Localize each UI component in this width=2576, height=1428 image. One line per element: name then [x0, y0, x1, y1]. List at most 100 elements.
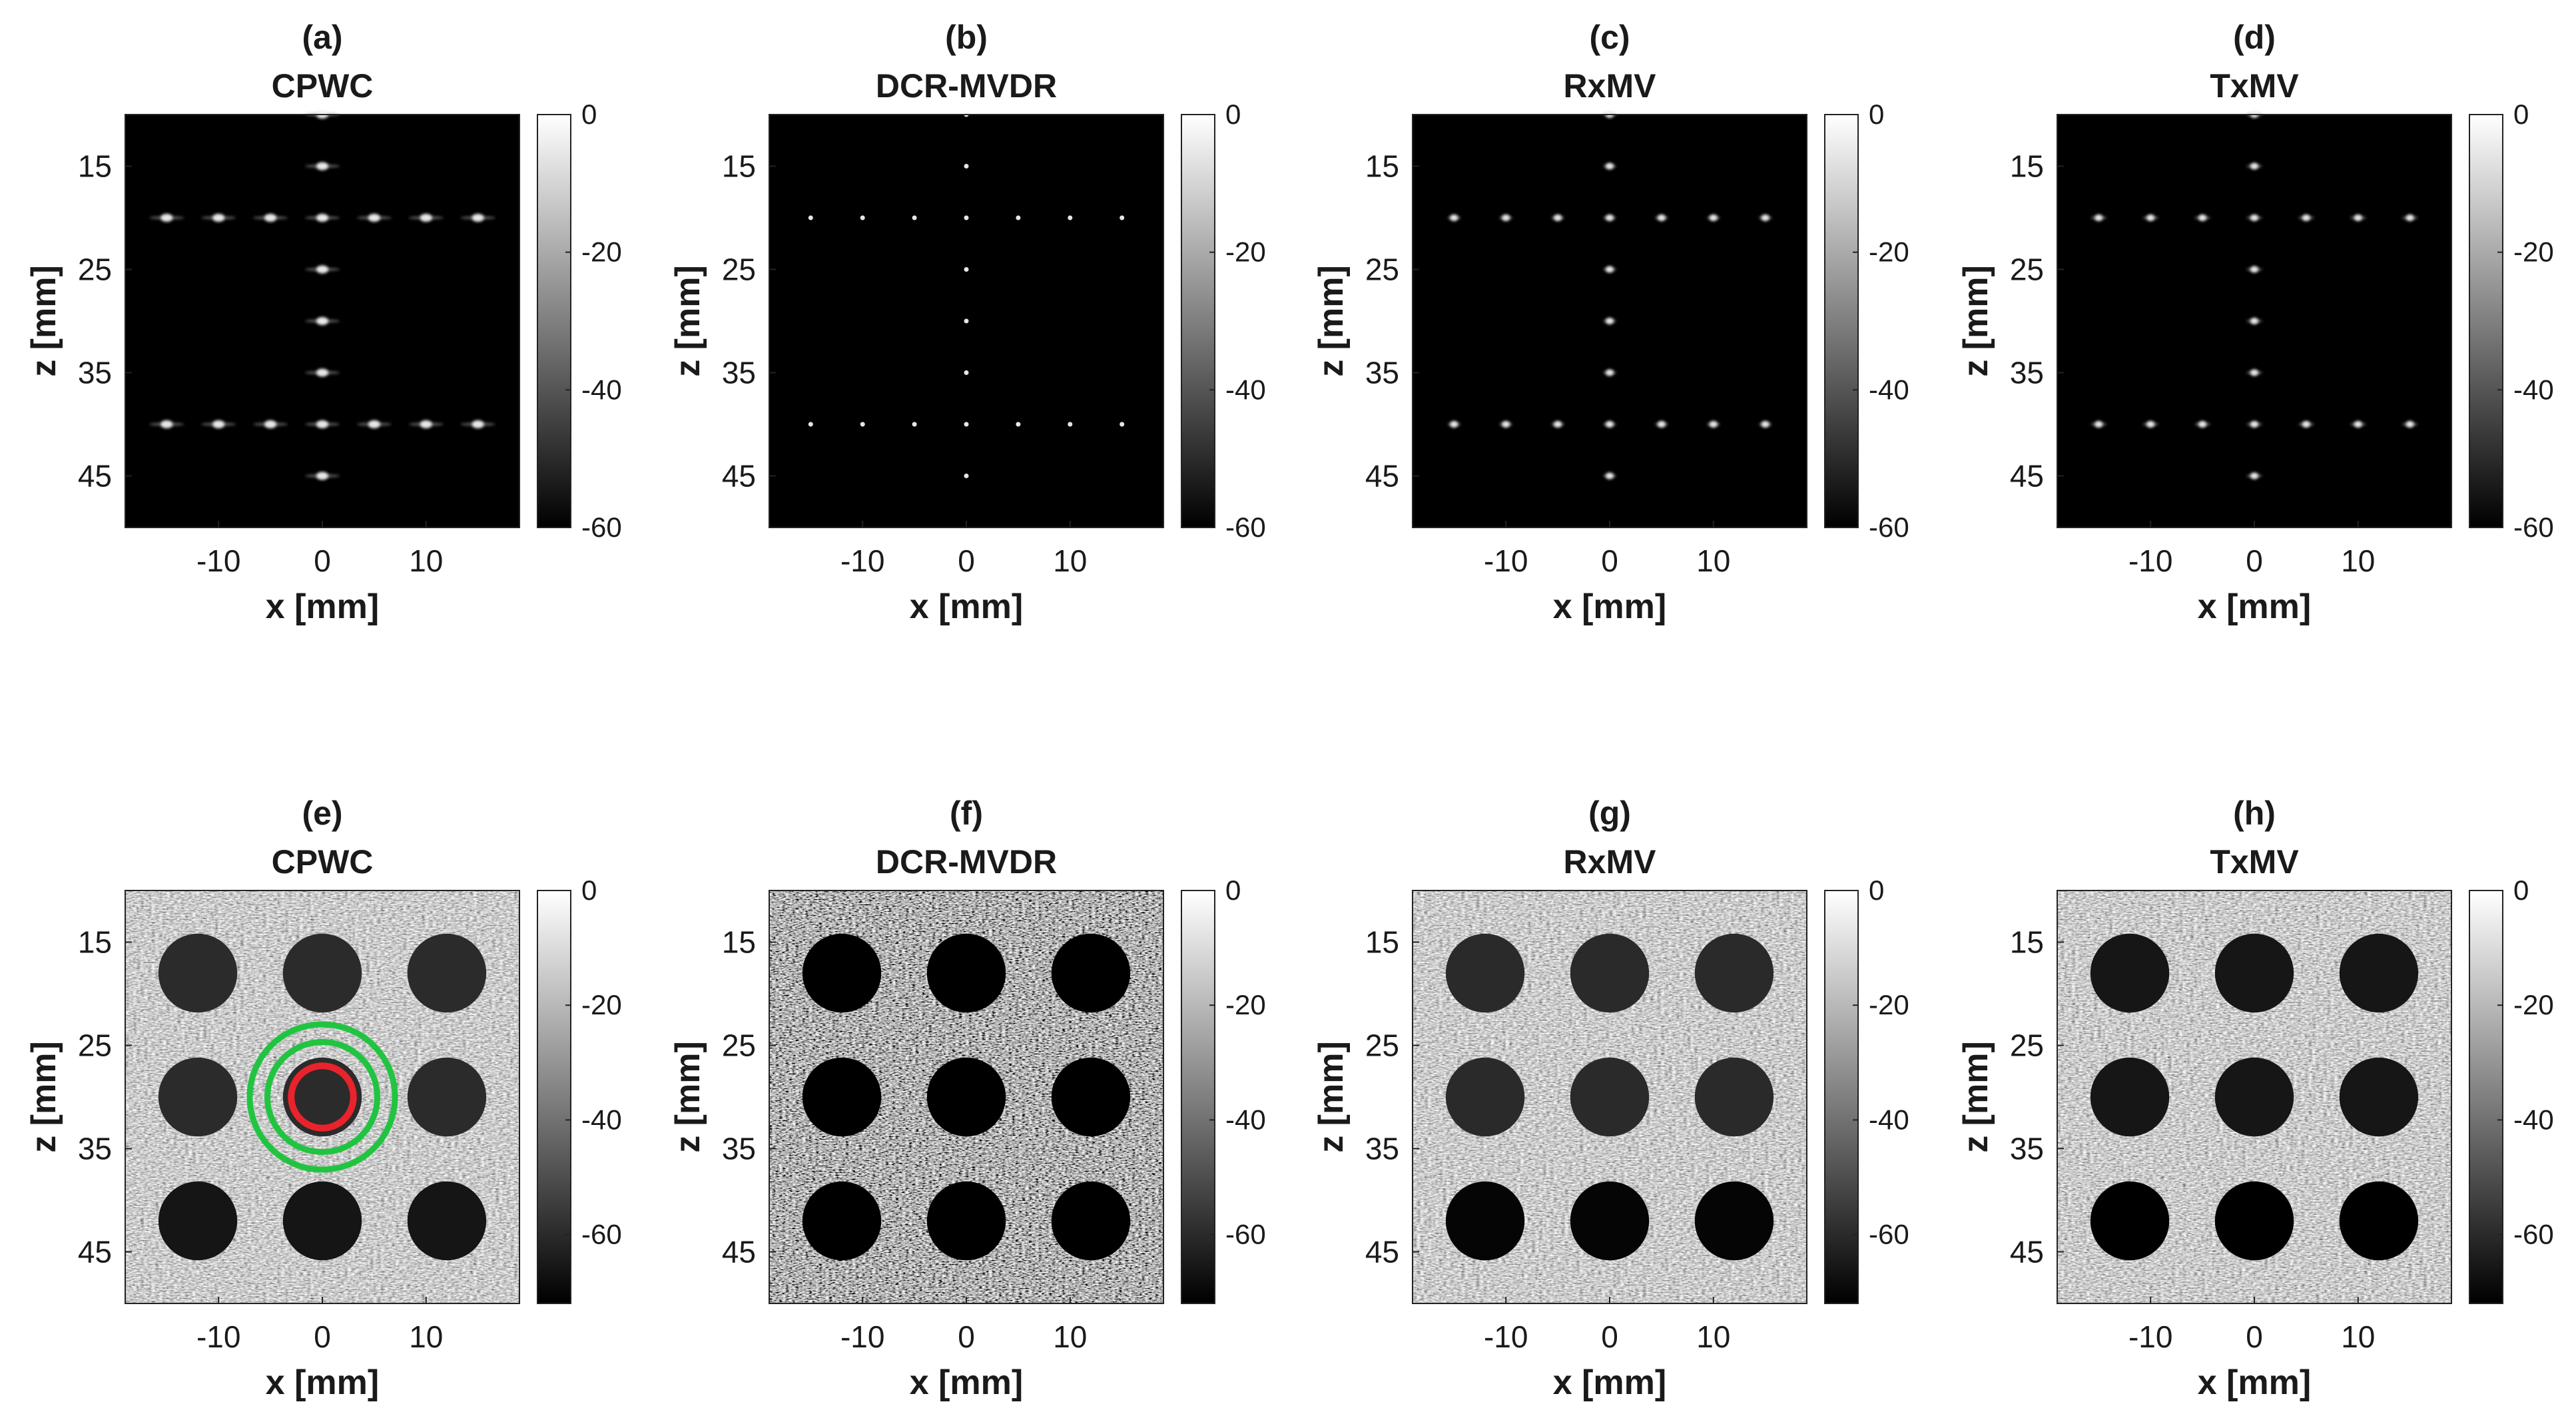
point-target	[1761, 214, 1770, 221]
x-tick-label: 10	[1053, 1319, 1087, 1354]
panel-title: DCR-MVDR	[876, 843, 1057, 881]
colorbar-tick-label: -40	[1869, 1104, 1909, 1135]
point-target	[316, 368, 328, 377]
x-tick-label: -10	[2128, 543, 2172, 578]
x-tick-label: 0	[1601, 543, 1618, 578]
point-target	[1606, 472, 1614, 480]
x-tick-label: 0	[958, 543, 975, 578]
cyst	[2090, 1057, 2170, 1137]
y-tick-label: 15	[722, 925, 756, 960]
y-tick-label: 15	[722, 149, 756, 184]
colorbar-tick-label: -20	[1225, 236, 1266, 268]
point-target	[1502, 421, 1510, 428]
colorbar: 0 -20 -40 -60	[2469, 875, 2554, 1304]
point-target	[1016, 215, 1021, 220]
cyst	[2339, 1057, 2419, 1137]
point-target	[964, 318, 969, 324]
cyst	[1445, 1181, 1525, 1261]
y-tick-label: 35	[722, 356, 756, 390]
point-target	[2198, 421, 2207, 428]
x-tick-label: 10	[409, 1319, 443, 1354]
x-axis-label: x [mm]	[910, 1363, 1023, 1402]
y-tick-label: 35	[2010, 356, 2044, 390]
point-target	[316, 472, 328, 480]
point-target	[2146, 421, 2155, 428]
point-target	[2250, 163, 2258, 170]
point-target	[912, 215, 917, 220]
colorbar: 0 -20 -40 -60	[1181, 99, 1266, 543]
x-axis-label: x [mm]	[1553, 1363, 1666, 1402]
colorbar-tick-label: 0	[581, 99, 597, 130]
y-tick-label: 35	[722, 1132, 756, 1166]
cyst	[1445, 1057, 1525, 1137]
colorbar: 0 -20 -40 -60	[1181, 875, 1266, 1304]
cyst	[2339, 933, 2419, 1013]
cyst	[2090, 933, 2170, 1013]
point-target	[964, 267, 969, 272]
bmode-image	[125, 111, 519, 528]
point-target	[1554, 214, 1562, 221]
point-target	[420, 420, 432, 428]
point-target	[1657, 421, 1666, 428]
y-tick-label: 25	[2010, 1028, 2044, 1063]
y-axis-label: z [mm]	[1312, 1041, 1351, 1153]
panel-e: (e) CPWC -10 0 10 15 25 35 45 x [mm] z [mm] 0 -20 -40…	[25, 795, 622, 1402]
y-axis-label: z [mm]	[25, 1041, 63, 1153]
cyst	[926, 1057, 1006, 1137]
y-tick-label: 35	[78, 1132, 112, 1166]
y-tick-label: 45	[722, 459, 756, 494]
x-tick-label: -10	[196, 1319, 240, 1354]
panel-title: DCR-MVDR	[876, 67, 1057, 105]
panel-title: CPWC	[272, 67, 374, 105]
point-target	[1120, 422, 1125, 427]
cyst	[158, 1057, 238, 1137]
y-tick-label: 45	[78, 1235, 112, 1269]
point-target	[2198, 214, 2207, 221]
colorbar-tick-label: -60	[581, 1219, 622, 1250]
point-target	[1120, 215, 1125, 220]
cyst	[1051, 933, 1131, 1013]
bmode-image	[769, 891, 1163, 1303]
point-target	[2094, 421, 2103, 428]
colorbar-tick-label: -40	[1869, 374, 1909, 405]
cyst	[2214, 933, 2294, 1013]
panel-label: (a)	[302, 19, 342, 56]
cyst	[1694, 933, 1774, 1013]
panel-a: (a) CPWC -10 0 10 15 25 35 45 x [mm] z [mm] 0 -20 -40…	[25, 19, 622, 626]
cyst	[802, 933, 882, 1013]
x-axis-label: x [mm]	[910, 587, 1023, 626]
y-tick-label: 25	[78, 1028, 112, 1063]
y-tick-label: 15	[2010, 925, 2044, 960]
colorbar-tick-label: -20	[2513, 989, 2554, 1020]
x-axis-label: x [mm]	[2198, 587, 2311, 626]
colorbar-gradient	[2469, 114, 2503, 528]
y-axis-label: z [mm]	[1312, 265, 1351, 377]
colorbar-tick-label: 0	[2513, 875, 2529, 906]
x-tick-label: 0	[1601, 1319, 1618, 1354]
y-tick-label: 25	[1365, 1028, 1399, 1063]
y-tick-label: 35	[1365, 356, 1399, 390]
point-target	[964, 370, 969, 375]
point-target	[1606, 421, 1614, 428]
point-target	[212, 420, 225, 428]
cyst	[1051, 1057, 1131, 1137]
panel-f: (f) DCR-MVDR -10 0 10 15 25 35 45 x [mm] z [mm] 0 -2…	[669, 795, 1266, 1402]
cyst	[2214, 1057, 2294, 1137]
colorbar-tick-label: -20	[1869, 236, 1909, 268]
x-tick-label: 0	[314, 1319, 331, 1354]
cyst	[802, 1181, 882, 1261]
cyst	[1570, 1057, 1650, 1137]
colorbar: 0 -20 -40 -60	[1824, 875, 1909, 1304]
colorbar-gradient	[537, 890, 571, 1304]
bmode-image	[1413, 111, 1807, 528]
point-target	[1016, 422, 1021, 427]
y-tick-label: 25	[722, 252, 756, 287]
colorbar-tick-label: -40	[1225, 1104, 1266, 1135]
point-target	[2094, 214, 2103, 221]
x-tick-label: 10	[1696, 543, 1730, 578]
cyst	[1570, 933, 1650, 1013]
x-tick-label: -10	[2128, 1319, 2172, 1354]
x-tick-label: 10	[2341, 543, 2375, 578]
colorbar: 0 -20 -40 -60	[537, 875, 622, 1304]
roi-outer-ring	[246, 1021, 398, 1173]
